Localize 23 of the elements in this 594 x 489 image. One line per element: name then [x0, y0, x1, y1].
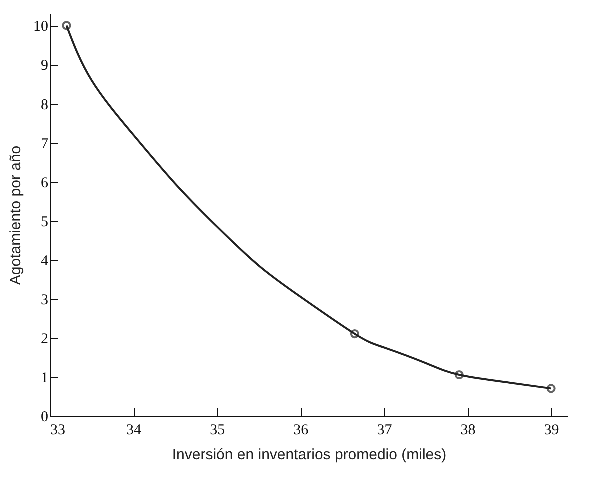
y-tick-label: 8 [41, 97, 48, 114]
x-tick-label: 37 [377, 422, 393, 438]
y-tick-label: 1 [41, 370, 48, 386]
y-tick-label: 10 [34, 19, 48, 36]
x-axis-title: Inversión en inventarios promedio (miles) [172, 446, 447, 464]
y-tick-label: 3 [41, 292, 48, 308]
y-tick-label: 9 [41, 58, 48, 74]
point [350, 330, 360, 339]
y-tick-label: 4 [41, 253, 49, 270]
x-tick-label: 36 [294, 422, 310, 438]
x-tick-label: 33 [50, 422, 66, 438]
x-tick-label: 38 [460, 422, 476, 438]
y-tick-label: 7 [41, 136, 49, 152]
y-tick-label: 5 [41, 214, 48, 230]
line-series [66, 24, 552, 390]
y-tick-label: 0 [41, 410, 48, 426]
x-tick-label: 34 [126, 422, 142, 438]
x-tick-label: 35 [210, 422, 226, 438]
y-tick-label: 2 [41, 331, 48, 348]
y-axis-title: Agotamiento por año [8, 146, 24, 286]
point [454, 370, 464, 380]
x-tick-label: 39 [544, 422, 560, 438]
y-tick-label: 6 [41, 175, 49, 192]
